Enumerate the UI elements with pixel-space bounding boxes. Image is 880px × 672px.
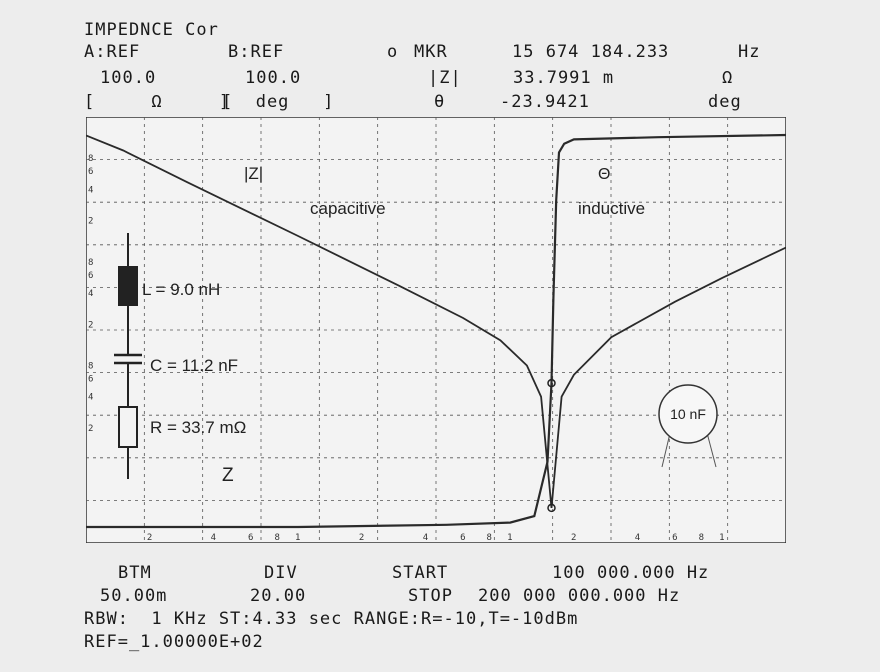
y-tick-label: 8 [88,154,93,164]
sweep-settings: RBW: 1 KHz ST:4.33 sec RANGE:R=-10,T=-10… [84,609,579,629]
trace-b-unit: [ deg ] [222,92,335,112]
marker-symbol: o [387,42,399,62]
mode-title: IMPEDNCE Cor [84,20,219,40]
inductance-label: L = 9.0 nH [142,280,220,299]
bottom-value: 50.00m [100,586,168,606]
resistor-symbol [118,406,138,448]
capacitor-badge: 10 nF [658,384,718,468]
y-tick-labels: 8 6 4 2 8 6 4 2 8 6 4 2 [88,154,93,434]
y-tick-label: 4 [88,289,93,299]
x-tick-label: 2 [571,533,576,543]
stop-frequency: 200 000 000.000 Hz [478,586,681,606]
x-tick-label: 1 [507,533,512,543]
y-tick-label: 6 [88,374,93,384]
inductor-symbol [118,266,138,306]
x-tick-label: 6 [460,533,465,543]
phase-marker-point [547,378,556,388]
impedance-label: |Z| [428,68,462,88]
phase-label: θ [434,92,446,112]
marker-indicator [547,378,556,513]
start-label: START [392,563,449,583]
division-label: DIV [264,563,298,583]
x-tick-label: 2 [147,533,152,543]
x-tick-label: 1 [295,533,300,543]
trace-a-value: 100.0 [100,68,157,88]
y-tick-label: 6 [88,271,93,281]
y-tick-label: 4 [88,393,93,403]
y-tick-label: 6 [88,167,93,177]
x-tick-label: 8 [487,533,492,543]
impedance-unit: Ω [722,68,734,88]
inductive-region-label: inductive [578,199,645,218]
impedance-marker-point [547,503,556,513]
x-tick-labels: 2 4 6 8 1 2 4 6 8 1 2 4 6 8 1 [147,533,725,543]
marker-label: MKR [414,42,448,62]
phase-angle-trace [86,133,786,529]
start-frequency: 100 000.000 Hz [552,563,710,583]
marker-frequency-unit: Hz [738,42,761,62]
trace-b-value: 100.0 [245,68,302,88]
reference-level: REF=_1.00000E+02 [84,632,264,652]
plot-grid [86,117,786,543]
stop-label: STOP [408,586,453,606]
phase-marker-symbol: Θ [598,166,610,183]
impedance-phase-chart: 2 4 6 8 1 2 4 6 8 1 2 4 6 8 1 8 6 4 2 8 6 4 2 8 6 4 2 10 nF |Z| c… [86,117,786,543]
trace-a-ref: A:REF [84,42,141,62]
y-tick-label: 2 [88,424,93,434]
trace-a-unit: [ Ω ] [84,92,231,112]
capacitor-badge-label: 10 nF [670,406,706,422]
phase-unit: deg [708,92,742,112]
x-tick-label: 2 [359,533,364,543]
y-tick-label: 8 [88,258,93,268]
y-tick-label: 2 [88,320,93,330]
x-tick-label: 6 [248,533,253,543]
x-tick-label: 6 [672,533,677,543]
impedance-value: 33.7991 m [513,68,615,88]
x-tick-label: 4 [211,533,216,543]
trace-b-ref: B:REF [228,42,285,62]
resistance-label: R = 33.7 mΩ [150,418,246,437]
equivalent-circuit [114,233,142,479]
impedance-magnitude-trace [86,134,786,508]
y-tick-label: 2 [88,217,93,227]
y-tick-label: 4 [88,185,93,195]
x-tick-label: 4 [423,533,428,543]
marker-frequency: 15 674 184.233 [512,42,670,62]
x-tick-label: 8 [275,533,280,543]
capacitance-label: C = 11.2 nF [150,356,238,375]
x-tick-label: 8 [699,533,704,543]
impedance-curve-label: |Z| [244,164,263,183]
x-tick-label: 1 [719,533,724,543]
division-value: 20.00 [250,586,307,606]
impedance-symbol-label: Z [222,465,234,486]
capacitive-region-label: capacitive [310,199,386,218]
y-tick-label: 8 [88,362,93,372]
phase-value: -23.9421 [500,92,590,112]
bottom-label: BTM [118,563,152,583]
x-tick-label: 4 [635,533,640,543]
